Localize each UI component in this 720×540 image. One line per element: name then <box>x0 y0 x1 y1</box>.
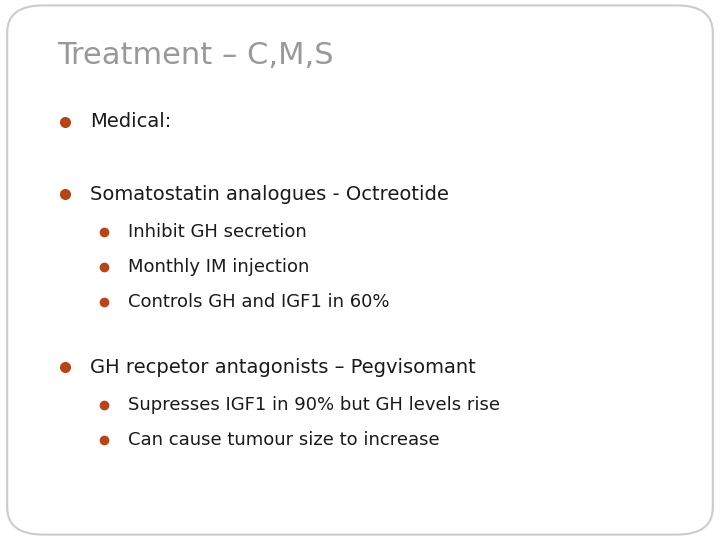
Text: Monthly IM injection: Monthly IM injection <box>128 258 310 276</box>
Text: Somatostatin analogues - Octreotide: Somatostatin analogues - Octreotide <box>90 185 449 204</box>
Text: Inhibit GH secretion: Inhibit GH secretion <box>128 223 307 241</box>
Text: Treatment – C,M,S: Treatment – C,M,S <box>58 40 334 70</box>
Text: Medical:: Medical: <box>90 112 171 131</box>
Text: Supresses IGF1 in 90% but GH levels rise: Supresses IGF1 in 90% but GH levels rise <box>128 396 500 414</box>
Text: GH recpetor antagonists – Pegvisomant: GH recpetor antagonists – Pegvisomant <box>90 357 476 377</box>
Text: Controls GH and IGF1 in 60%: Controls GH and IGF1 in 60% <box>128 293 390 312</box>
Text: Can cause tumour size to increase: Can cause tumour size to increase <box>128 431 440 449</box>
